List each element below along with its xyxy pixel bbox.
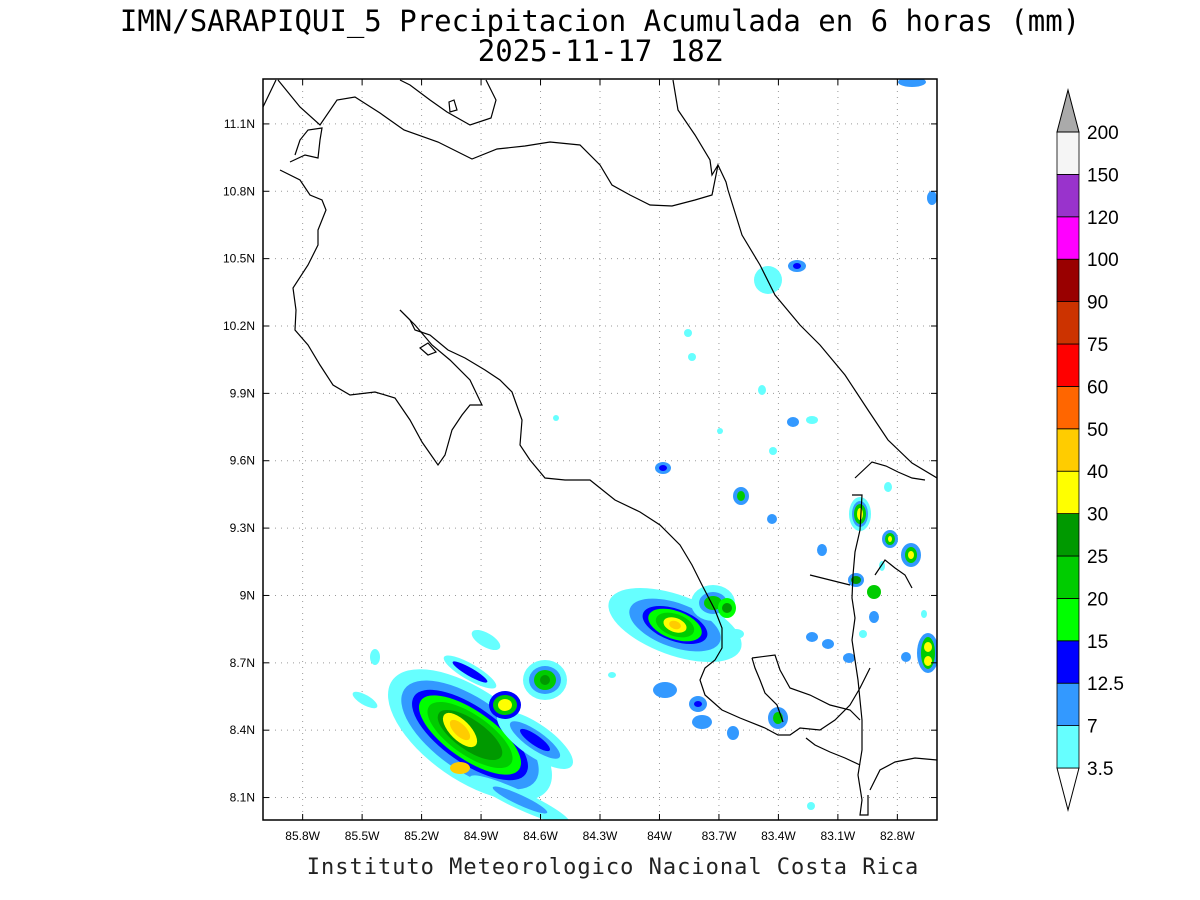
lon-tick-label: 84W — [647, 829, 672, 843]
colorbar-swatch — [1056, 385, 1080, 430]
colorbar-swatch — [1056, 301, 1080, 345]
colorbar-above-triangle — [1056, 88, 1080, 133]
lon-tick-label: 85.2W — [404, 829, 439, 843]
colorbar-swatch — [1056, 258, 1080, 303]
colorbar-level-label: 15 — [1087, 632, 1108, 653]
colorbar-level-label: 75 — [1087, 335, 1108, 356]
map-subtitle-date: 2025-11-17 18Z — [477, 34, 723, 68]
lat-tick-label: 9.9N — [230, 386, 255, 400]
colorbar-level-label: 3.5 — [1087, 759, 1113, 780]
colorbar-level-label: 60 — [1087, 377, 1108, 398]
lat-tick-label: 10.5N — [223, 252, 255, 266]
precipitation-field — [352, 79, 937, 820]
colorbar-level-label: 12.5 — [1087, 674, 1124, 695]
colorbar-swatch — [1056, 640, 1080, 684]
colorbar-level-label: 100 — [1087, 250, 1119, 271]
lat-tick-label: 8.4N — [230, 723, 255, 737]
colorbar-swatch — [1056, 343, 1080, 387]
colorbar-swatch — [1056, 682, 1080, 727]
colorbar-swatch — [1056, 555, 1080, 599]
colorbar-swatch — [1056, 428, 1080, 472]
colorbar-level-label: 200 — [1087, 123, 1119, 144]
colorbar-level-label: 7 — [1087, 717, 1098, 738]
colorbar-level-label: 40 — [1087, 462, 1108, 483]
lat-tick-label: 10.8N — [223, 184, 255, 198]
colorbar-level-label: 20 — [1087, 589, 1108, 610]
colorbar-below-triangle — [1056, 767, 1080, 812]
footer-credit: Instituto Meteorologico Nacional Costa R… — [306, 855, 920, 880]
colorbar-swatch — [1056, 131, 1080, 175]
lon-tick-label: 84.6W — [523, 829, 558, 843]
lon-tick-label: 85.5W — [345, 829, 380, 843]
colorbar-swatch — [1056, 470, 1080, 515]
lat-tick-label: 8.7N — [230, 656, 255, 670]
colorbar-swatch — [1056, 513, 1080, 557]
colorbar-swatch — [1056, 598, 1080, 642]
colorbar-swatch — [1056, 725, 1080, 769]
grid-lines — [263, 79, 937, 820]
colorbar-swatch — [1056, 173, 1080, 218]
colorbar-level-label: 25 — [1087, 547, 1108, 568]
colorbar-level-label: 90 — [1087, 293, 1108, 314]
lon-tick-label: 85.8W — [285, 829, 320, 843]
lon-tick-label: 84.9W — [464, 829, 499, 843]
colorbar-level-label: 120 — [1087, 208, 1119, 229]
colorbar-level-label: 30 — [1087, 505, 1108, 526]
lon-tick-label: 83.7W — [702, 829, 737, 843]
colorbar-level-label: 50 — [1087, 420, 1108, 441]
lon-tick-label: 83.4W — [761, 829, 796, 843]
lat-tick-label: 10.2N — [223, 319, 255, 333]
lat-tick-label: 11.1N — [224, 117, 255, 131]
lat-tick-label: 9N — [240, 588, 255, 602]
axis-ticks: 85.8W 85.5W 85.2W 84.9W 84.6W 84.3W 84W 83.7W 83… — [223, 79, 937, 843]
colorbar-level-label: 150 — [1087, 165, 1119, 186]
lon-tick-label: 84.3W — [583, 829, 618, 843]
lat-tick-label: 9.3N — [230, 521, 255, 535]
map-frame — [262, 78, 938, 821]
lat-tick-label: 9.6N — [230, 454, 255, 468]
lat-tick-label: 8.1N — [230, 791, 255, 805]
lon-tick-label: 82.8W — [880, 829, 915, 843]
colorbar-legend: 3.5 7 12.5 15 20 25 30 40 50 60 75 90 100 120 150 200 — [1056, 88, 1124, 812]
colorbar-swatch — [1056, 216, 1080, 260]
map-title: IMN/SARAPIQUI_5 Precipitacion Acumulada … — [119, 4, 1081, 38]
lon-tick-label: 83.1W — [821, 829, 856, 843]
coastline-borders — [263, 79, 937, 816]
